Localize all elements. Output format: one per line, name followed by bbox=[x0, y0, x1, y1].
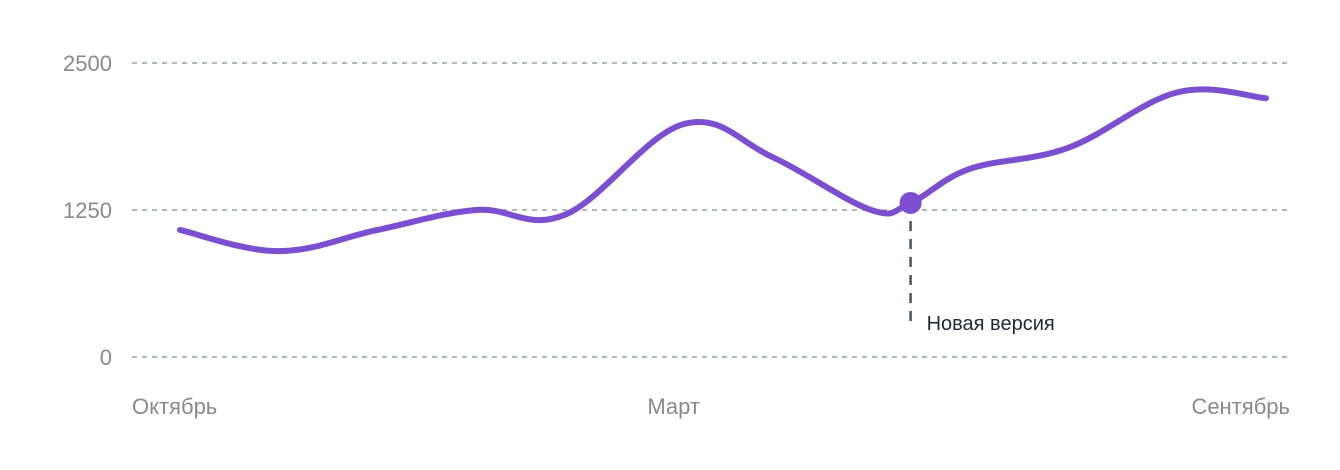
point-layer bbox=[899, 191, 922, 214]
x-tick-label: Октябрь bbox=[132, 394, 217, 419]
y-axis-tick-labels: 0 1250 2500 bbox=[63, 51, 112, 370]
annotation-label: Новая версия bbox=[927, 313, 1055, 335]
y-tick-label: 1250 bbox=[63, 198, 112, 223]
x-tick-label: Сентябрь bbox=[1191, 394, 1290, 419]
y-tick-label: 0 bbox=[100, 345, 112, 370]
x-axis-tick-labels: Октябрь Март Сентябрь bbox=[132, 394, 1290, 419]
grid-lines bbox=[132, 62, 1290, 358]
annotation-point bbox=[899, 191, 922, 214]
series-line bbox=[177, 86, 1269, 255]
series-layer bbox=[177, 86, 1269, 255]
annotation: Новая версия bbox=[909, 202, 1055, 335]
x-tick-label: Март bbox=[647, 394, 700, 419]
y-tick-label: 2500 bbox=[63, 51, 112, 76]
